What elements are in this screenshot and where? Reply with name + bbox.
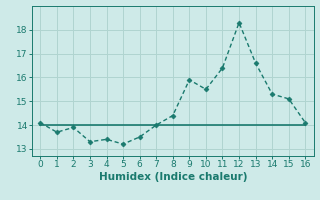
X-axis label: Humidex (Indice chaleur): Humidex (Indice chaleur) — [99, 172, 247, 182]
